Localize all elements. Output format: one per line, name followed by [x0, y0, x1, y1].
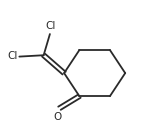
Text: Cl: Cl [7, 51, 18, 61]
Text: O: O [54, 112, 62, 122]
Text: Cl: Cl [46, 21, 56, 31]
